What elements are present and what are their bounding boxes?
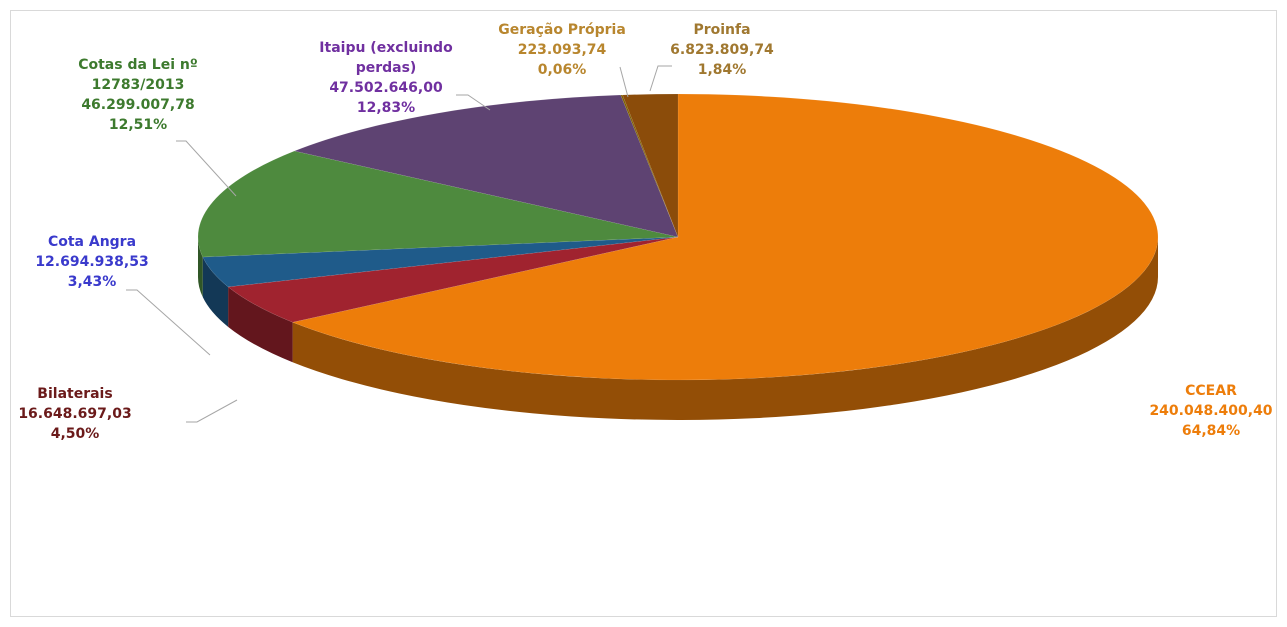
leader-line (649, 65, 672, 92)
pie-slice (202, 236, 679, 288)
label-value: 240.048.400,40 (1149, 403, 1273, 419)
label-name: Bilaterais (37, 386, 113, 402)
pie-slice (620, 94, 679, 238)
leader-line (619, 66, 629, 98)
label-name: CCEAR (1185, 383, 1237, 399)
pie-slice (197, 150, 679, 258)
data-label: Cotas da Lei nº 12783/2013 46.299.007,78 1… (63, 55, 213, 135)
label-percent: 64,84% (1181, 423, 1241, 439)
label-name: Cotas da Lei nº 12783/2013 (78, 57, 198, 93)
data-label: Bilaterais 16.648.697,03 4,50% (5, 384, 145, 444)
label-value: 12.694.938,53 (35, 254, 149, 270)
pie-slice-side (198, 237, 203, 298)
label-value: 47.502.646,00 (329, 80, 443, 96)
data-label: Geração Própria 223.093,74 0,06% (487, 20, 637, 80)
chart-frame (10, 10, 1277, 617)
data-label: Itaipu (excluindo perdas) 47.502.646,00 12… (306, 38, 466, 118)
label-percent: 12,51% (108, 117, 168, 133)
label-percent: 3,43% (67, 274, 117, 290)
label-value: 46.299.007,78 (81, 97, 195, 113)
label-name: Itaipu (excluindo perdas) (319, 40, 453, 76)
label-name: Geração Própria (498, 22, 626, 38)
pie-slice-side (292, 237, 1158, 421)
label-name: Proinfa (693, 22, 751, 38)
label-percent: 4,50% (50, 426, 100, 442)
label-value: 223.093,74 (517, 42, 607, 58)
pie-slice (293, 94, 679, 238)
leader-line (186, 399, 238, 423)
leader-line (176, 140, 237, 197)
leader-line (456, 94, 491, 111)
label-percent: 12,83% (356, 100, 416, 116)
data-label: Cota Angra 12.694.938,53 3,43% (12, 232, 172, 292)
label-percent: 0,06% (537, 62, 587, 78)
label-value: 6.823.809,74 (670, 42, 774, 58)
pie-slice (227, 236, 679, 323)
pie-slice-side (228, 286, 293, 363)
label-value: 16.648.697,03 (18, 406, 132, 422)
data-label: CCEAR 240.048.400,40 64,84% (1141, 381, 1281, 441)
pie-slice-side (202, 257, 229, 327)
leader-line (126, 289, 211, 356)
label-name: Cota Angra (47, 234, 137, 250)
pie-slice (291, 93, 1159, 381)
pie-slice (622, 93, 679, 238)
label-percent: 1,84% (697, 62, 747, 78)
data-label: Proinfa 6.823.809,74 1,84% (647, 20, 797, 80)
